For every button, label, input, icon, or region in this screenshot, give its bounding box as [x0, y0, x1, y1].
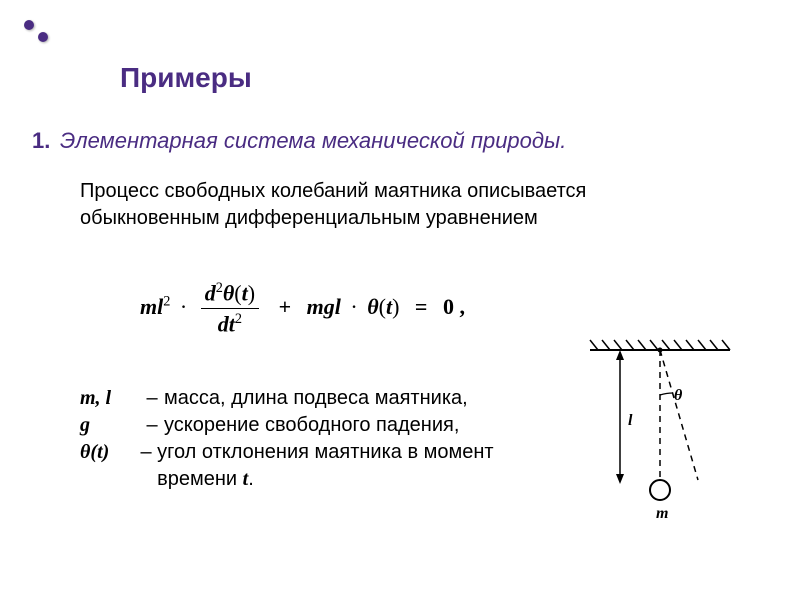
legend-row: θ(t) – угол отклонения маятника в момент… [80, 439, 560, 493]
bullet-icon [38, 32, 48, 42]
eq-theta2: θ [367, 294, 378, 319]
diagram-m-label: m [656, 505, 668, 520]
eq-t: t [242, 280, 248, 305]
legend-tail-dot: . [248, 468, 254, 490]
legend-dash: – [140, 385, 164, 412]
eq-zero: 0 [443, 294, 454, 319]
diagram-l-label: l [628, 412, 633, 429]
pendulum-diagram: l θ m [570, 330, 740, 520]
eq-mgl: mgl [307, 294, 341, 319]
subtitle: Элементарная система механической природ… [60, 128, 566, 154]
legend-sym-ml: m, l [80, 385, 140, 412]
eq-dt: dt [218, 312, 235, 337]
legend-dash: – [140, 412, 164, 439]
slide-title: Примеры [120, 62, 252, 94]
diagram-theta-label: θ [674, 387, 683, 404]
legend-theta: θ [80, 441, 90, 463]
eq-comma: , [459, 294, 465, 319]
eq-dot: · [176, 294, 191, 319]
eq-d: d [205, 280, 216, 305]
eq-plus: + [269, 294, 302, 319]
eq-sup-2b: 2 [216, 280, 223, 296]
slide: Примеры 1. Элементарная система механиче… [0, 0, 800, 600]
intro-text: Процесс свободных колебаний маятника опи… [80, 178, 720, 232]
legend-sym-theta: θ(t) [80, 439, 135, 493]
eq-sup-2: 2 [163, 294, 170, 310]
equation: ml2 · d2θ(t) dt2 + mgl · θ(t) = 0 , [140, 280, 465, 338]
legend-row: g – ускорение свободного падения, [80, 412, 560, 439]
legend-dash: – [135, 439, 157, 493]
eq-sup-2c: 2 [235, 311, 242, 327]
legend: m, l – масса, длина подвеса маятника, g … [80, 385, 560, 493]
legend-sym-g: g [80, 412, 140, 439]
eq-ml: ml [140, 294, 163, 319]
bullet-icon [24, 20, 34, 30]
eq-t2: t [386, 294, 392, 319]
legend-desc-text: угол отклонения маятника в момент времен… [157, 441, 493, 490]
legend-desc-g: ускорение свободного падения, [164, 412, 459, 439]
legend-t: t [97, 441, 103, 463]
eq-eq: = [405, 294, 438, 319]
eq-dot2: · [346, 294, 361, 319]
legend-desc-ml: масса, длина подвеса маятника, [164, 385, 468, 412]
eq-theta: θ [223, 280, 234, 305]
legend-desc-theta: угол отклонения маятника в момент времен… [157, 439, 560, 493]
eq-fraction: d2θ(t) dt2 [201, 280, 259, 338]
legend-row: m, l – масса, длина подвеса маятника, [80, 385, 560, 412]
item-number: 1. [32, 128, 50, 154]
